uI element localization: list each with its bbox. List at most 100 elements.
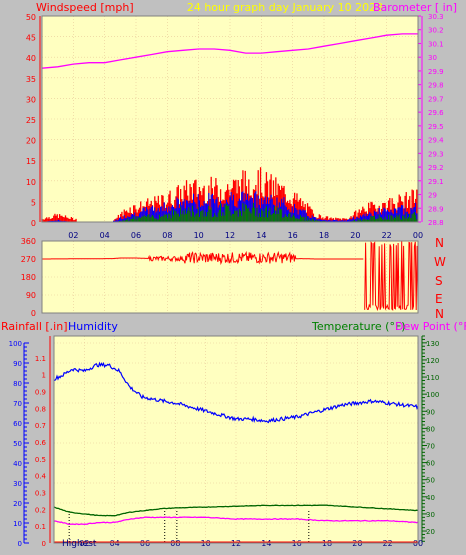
baro-y-tick-label: 28.9 — [428, 205, 444, 213]
rain-y-tick-label: 0.1 — [35, 523, 46, 531]
wind-y-tick-label: 35 — [26, 75, 36, 84]
wind-y-tick-label: 20 — [26, 137, 36, 146]
baro-y-tick-label: 30.3 — [428, 13, 444, 21]
dew-point-label: Dew Point (°F) — [395, 320, 466, 333]
humidity-y-tick-label: 10 — [13, 520, 22, 528]
temp-y-tick-label: 50 — [426, 477, 435, 485]
humidity-y-tick-label: 90 — [13, 360, 22, 368]
humidity-y-tick-label: 80 — [13, 380, 22, 388]
rain-y-tick-label: 0.8 — [35, 405, 46, 413]
rain-y-tick-label: 0.6 — [35, 439, 47, 447]
temp-y-tick-label: 70 — [426, 442, 435, 450]
wind-y-tick-label: 30 — [26, 95, 36, 104]
compass-e: E — [435, 292, 443, 306]
humidity-y-tick-label: 60 — [13, 420, 22, 428]
baro-y-tick-label: 29.3 — [428, 150, 444, 158]
baro-y-tick-label: 29.9 — [428, 68, 444, 76]
rain-y-tick-label: 0.5 — [35, 456, 46, 464]
dir-y-tick-label: 180 — [21, 273, 36, 282]
rain-y-tick-label: 0 — [42, 540, 46, 548]
humidity-line — [53, 361, 419, 424]
wind-x-tick-label: 02 — [68, 231, 78, 240]
temp-y-tick-label: 110 — [426, 374, 439, 382]
wind-y-tick-label: 15 — [26, 157, 36, 166]
humidity-y-tick-label: 30 — [13, 480, 22, 488]
baro-y-tick-label: 29.6 — [428, 109, 444, 117]
baro-y-tick-label: 29 — [428, 192, 437, 200]
wind-x-tick-label: 06 — [131, 231, 141, 240]
direction-frame — [41, 240, 419, 314]
dew-point-line — [53, 516, 419, 526]
wind-y-tick-label: 10 — [26, 178, 36, 187]
rainfall-label: Rainfall [.in] — [1, 320, 68, 333]
temp-y-tick-label: 60 — [426, 460, 435, 468]
dir-y-tick-label: 360 — [21, 237, 36, 246]
wind-x-tick-label: 04 — [100, 231, 110, 240]
temp-y-tick-label: 20 — [426, 528, 435, 536]
dir-y-tick-label: 270 — [21, 255, 36, 264]
baro-y-tick-label: 30 — [428, 54, 437, 62]
compass-n-bottom: N — [435, 307, 444, 321]
rain-y-tick-label: 0.4 — [35, 473, 47, 481]
humidity-y-tick-label: 40 — [13, 460, 22, 468]
baro-y-tick-label: 29.8 — [428, 82, 444, 90]
wind-x-tick-label: 20 — [350, 231, 360, 240]
humidity-y-tick-label: 100 — [9, 340, 22, 348]
rain-y-tick-label: 1 — [42, 372, 46, 380]
temp-humidity-plot-area — [54, 336, 418, 543]
temp-y-tick-label: 130 — [426, 340, 439, 348]
temp-humidity-frame — [53, 335, 419, 544]
dir-y-tick-label: 90 — [26, 291, 36, 300]
rain-y-tick-label: 0.7 — [35, 422, 46, 430]
temp-y-tick-label: 40 — [426, 494, 435, 502]
wind-y-tick-label: 0 — [31, 219, 36, 228]
baro-y-tick-label: 29.5 — [428, 123, 444, 131]
dir-y-tick-label: 0 — [31, 309, 36, 318]
wind-baro-frame — [41, 15, 419, 223]
wind-direction-line — [42, 250, 364, 266]
wind-x-tick-label: 18 — [319, 231, 329, 240]
temp-y-tick-label: 30 — [426, 511, 435, 519]
barometer-label: Barometer [ in] — [373, 1, 457, 14]
wind-x-tick-label: 00 — [413, 231, 423, 240]
rain-y-tick-label: 1.1 — [35, 355, 46, 363]
humidity-y-tick-label: 70 — [13, 400, 22, 408]
wind-y-tick-label: 45 — [26, 34, 36, 43]
rain-y-tick-label: 0.9 — [35, 389, 46, 397]
windspeed-label: Windspeed [mph] — [36, 1, 134, 14]
barometer-line — [41, 33, 418, 69]
wind-y-tick-label: 5 — [31, 198, 36, 207]
wind-x-tick-label: 12 — [225, 231, 235, 240]
baro-y-tick-label: 30.1 — [428, 40, 444, 48]
temperature-label: Temperature (°F) — [311, 320, 406, 333]
wind-x-tick-label: 10 — [194, 231, 204, 240]
baro-y-tick-label: 29.7 — [428, 95, 444, 103]
wind-y-tick-label: 50 — [26, 13, 36, 22]
wind-direction-spikes — [364, 241, 419, 312]
humidity-label: Humidity — [68, 320, 118, 333]
baro-y-tick-label: 30.2 — [428, 27, 444, 35]
baro-y-tick-label: 29.1 — [428, 178, 444, 186]
temp-y-tick-label: 90 — [426, 408, 435, 416]
baro-y-tick-label: 29.2 — [428, 164, 444, 172]
wind-y-tick-label: 40 — [26, 54, 36, 63]
baro-y-tick-label: 28.8 — [428, 219, 444, 227]
wind-x-tick-label: 08 — [162, 231, 172, 240]
humidity-y-tick-label: 50 — [13, 440, 22, 448]
compass-s: S — [435, 274, 443, 288]
graph-title: 24 hour graph day January 10 2023 — [187, 1, 383, 14]
baro-y-tick-label: 29.4 — [428, 137, 444, 145]
temp-y-tick-label: 80 — [426, 425, 435, 433]
compass-w: W — [434, 255, 446, 269]
temperature-line — [53, 504, 419, 517]
temp-y-tick-label: 100 — [426, 391, 439, 399]
wind-x-tick-label: 14 — [256, 231, 266, 240]
wind-x-tick-label: 16 — [288, 231, 298, 240]
wind-x-tick-label: 22 — [382, 231, 392, 240]
rain-y-tick-label: 0.3 — [35, 490, 46, 498]
humidity-y-tick-label: 20 — [13, 500, 22, 508]
humidity-y-tick-label: 0 — [18, 540, 22, 548]
highest-label: Highest — [62, 539, 97, 549]
